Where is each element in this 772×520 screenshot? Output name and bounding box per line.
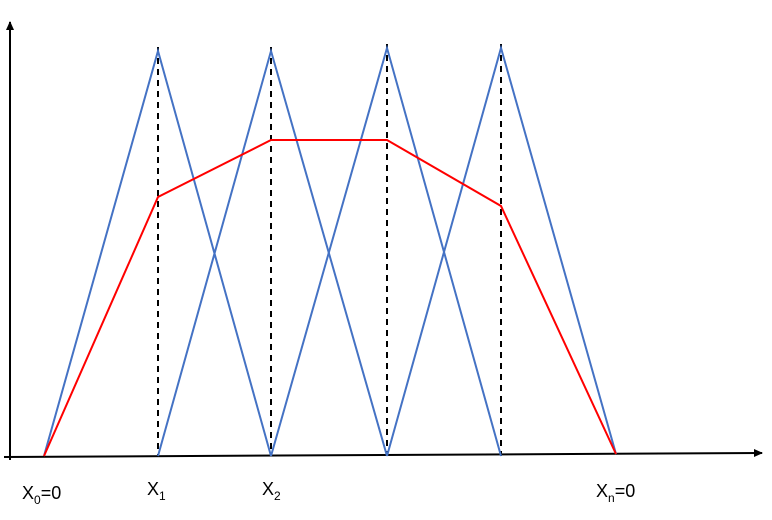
- envelope-curve: [43, 139, 617, 457]
- basis-triangle-1: [43, 47, 272, 457]
- label-x1: X1: [147, 479, 166, 503]
- label-x2: X2: [262, 479, 281, 503]
- basis-triangle-2: [157, 47, 388, 457]
- x-axis: [3, 449, 763, 458]
- label-x0: X0=0: [22, 483, 61, 507]
- basis-triangle-3: [270, 44, 502, 457]
- label-xn: Xn=0: [596, 481, 635, 505]
- basis-triangle-4: [386, 44, 617, 457]
